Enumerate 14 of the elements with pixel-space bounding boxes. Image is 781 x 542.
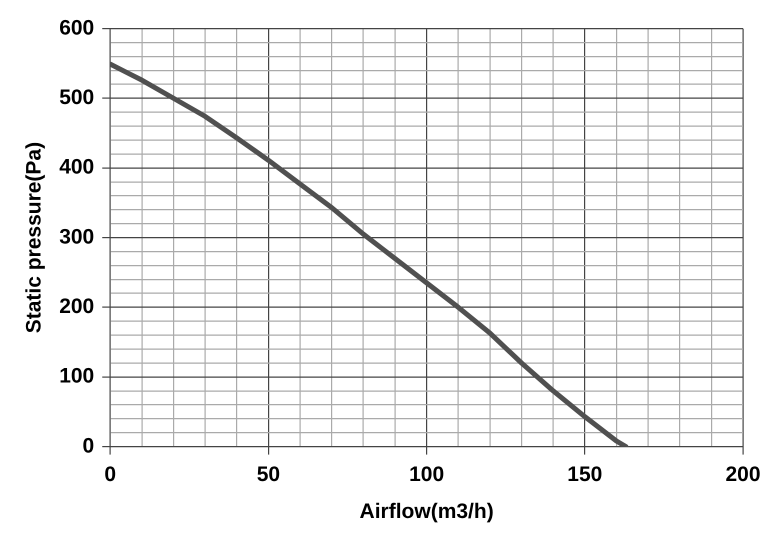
y-tick-label: 400 xyxy=(59,156,94,179)
y-tick-label: 100 xyxy=(59,364,94,388)
y-tick-label: 500 xyxy=(59,86,94,110)
x-tick-label: 200 xyxy=(725,462,761,486)
x-axis-title: Airflow(m3/h) xyxy=(360,500,494,524)
x-tick-label: 0 xyxy=(104,462,116,486)
y-axis-title: Static pressure(Pa) xyxy=(22,142,46,334)
x-tick-label: 150 xyxy=(567,462,602,486)
x-tick-label: 50 xyxy=(256,462,280,486)
y-tick-label: 600 xyxy=(59,16,94,40)
y-tick-label: 300 xyxy=(59,225,94,248)
y-tick-label: 0 xyxy=(82,434,94,458)
x-tick-label: 100 xyxy=(409,462,444,486)
y-tick-label: 200 xyxy=(59,295,94,318)
